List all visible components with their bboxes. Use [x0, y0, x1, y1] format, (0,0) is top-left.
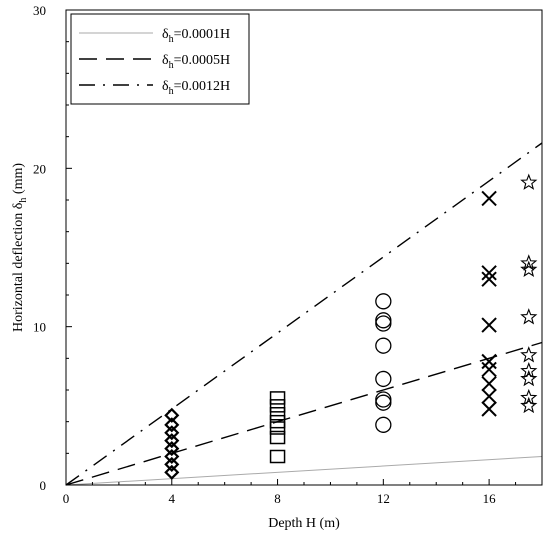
circle-marker — [375, 370, 392, 388]
square-marker — [269, 399, 286, 413]
y-tick-label: 20 — [33, 161, 46, 176]
circle-marker — [375, 394, 392, 411]
y-axis-title-main: Horizontal deflection δ — [11, 202, 26, 332]
square-marker — [269, 430, 286, 445]
cross-marker — [481, 271, 497, 287]
legend-label: δh=0.0005H — [162, 53, 230, 71]
square-marker — [269, 391, 286, 405]
cross-marker — [481, 190, 497, 207]
circle-marker — [375, 391, 392, 408]
diamond-marker — [164, 441, 180, 457]
square-marker — [269, 414, 286, 429]
reference-lines — [65, 142, 543, 486]
star-marker — [520, 369, 538, 387]
circle-marker — [375, 312, 392, 329]
circle-marker — [375, 416, 392, 433]
star-marker — [520, 346, 538, 363]
legend: δh=0.0001H δh=0.0005H δh=0.0012H — [70, 13, 250, 105]
legend-label: δh=0.0001H — [162, 27, 230, 45]
cross-marker — [481, 388, 497, 405]
reference-line — [65, 341, 543, 486]
square-marker — [269, 407, 286, 421]
star-marker — [520, 254, 538, 271]
cross-marker — [481, 353, 497, 370]
x-tick-label: 8 — [274, 491, 281, 506]
cross-marker — [481, 401, 497, 417]
y-tick-label: 0 — [40, 478, 47, 493]
star-marker — [520, 173, 538, 190]
reference-line — [65, 456, 543, 486]
diamond-marker — [164, 464, 180, 480]
cross-marker — [481, 375, 497, 392]
circle-marker — [375, 337, 392, 354]
square-marker — [269, 449, 286, 464]
x-tick-label: 16 — [483, 491, 497, 506]
x-axis-title: Depth H (m) — [268, 516, 340, 531]
x-tick-label: 0 — [63, 491, 70, 506]
diamond-marker — [164, 425, 180, 441]
star-marker — [520, 396, 538, 414]
star-marker — [520, 388, 538, 406]
x-tick-label: 4 — [169, 491, 176, 506]
data-markers — [164, 173, 538, 480]
axis-ticks: 0 4 8 12 16 0 10 20 30 — [33, 3, 543, 506]
star-marker — [520, 260, 538, 277]
star-marker — [520, 361, 538, 379]
y-axis-title: Horizontal deflection δh (mm) — [11, 163, 29, 332]
cross-marker — [481, 361, 497, 378]
star-marker — [520, 308, 538, 325]
diamond-marker — [164, 456, 180, 472]
cross-marker — [481, 317, 497, 333]
circle-marker — [375, 315, 392, 332]
legend-label: δh=0.0012H — [162, 79, 230, 97]
y-axis-title-sub: h — [18, 198, 29, 203]
legend-box — [70, 13, 250, 105]
y-tick-label: 10 — [33, 320, 46, 335]
cross-marker — [481, 265, 497, 281]
x-tick-label: 12 — [377, 491, 390, 506]
diamond-marker — [164, 433, 180, 449]
diamond-marker — [164, 417, 180, 433]
reference-line — [65, 142, 543, 486]
y-axis-title-unit: (mm) — [11, 163, 26, 198]
y-tick-label: 30 — [33, 3, 46, 18]
circle-marker — [375, 293, 392, 310]
diamond-marker — [164, 448, 180, 465]
diamond-marker — [164, 407, 180, 423]
